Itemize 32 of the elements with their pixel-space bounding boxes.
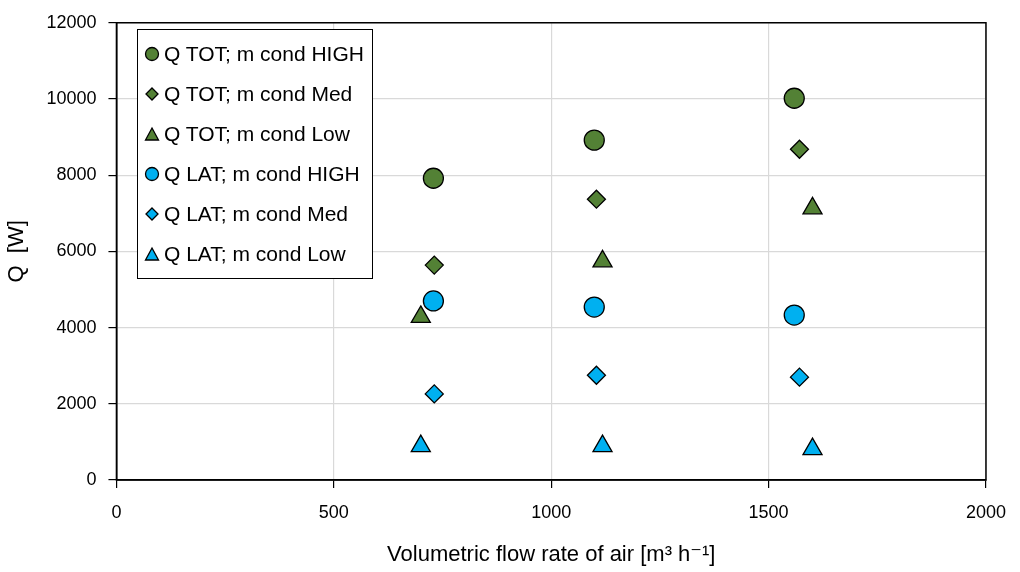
y-tick-label: 2000 <box>56 392 97 413</box>
y-tick-label: 4000 <box>56 316 97 337</box>
point <box>789 367 810 387</box>
point <box>783 304 805 326</box>
y-tick-label: 10000 <box>46 87 97 108</box>
y-tick-label: 12000 <box>46 11 97 32</box>
x-tick-label: 500 <box>318 501 349 522</box>
legend-label: Q TOT; m cond Med <box>164 82 353 106</box>
legend-label: Q TOT; m cond Low <box>164 122 350 146</box>
y-axis-title: Q [W] <box>3 220 29 283</box>
y-tick-label: 8000 <box>56 164 97 185</box>
y-tick-label: 6000 <box>56 240 97 261</box>
legend-label: Q LAT; m cond Med <box>164 202 349 226</box>
point <box>783 87 805 109</box>
point <box>586 365 607 385</box>
point <box>583 129 605 151</box>
point <box>586 189 607 209</box>
point <box>424 255 444 275</box>
point <box>422 290 445 312</box>
x-tick-label: 1000 <box>531 501 572 522</box>
point <box>422 167 445 189</box>
y-tick-label: 0 <box>86 468 97 489</box>
point <box>583 296 605 318</box>
point <box>789 139 810 159</box>
x-tick-label: 0 <box>111 501 122 522</box>
x-tick-label: 1500 <box>748 501 789 522</box>
legend-label: Q TOT; m cond HIGH <box>164 42 364 66</box>
legend-label: Q LAT; m cond HIGH <box>164 162 360 186</box>
point <box>424 384 444 404</box>
x-tick-label: 2000 <box>965 501 1006 522</box>
legend-label: Q LAT; m cond Low <box>164 242 346 266</box>
x-axis-title: Volumetric flow rate of air [m³ h⁻¹] <box>387 540 716 566</box>
